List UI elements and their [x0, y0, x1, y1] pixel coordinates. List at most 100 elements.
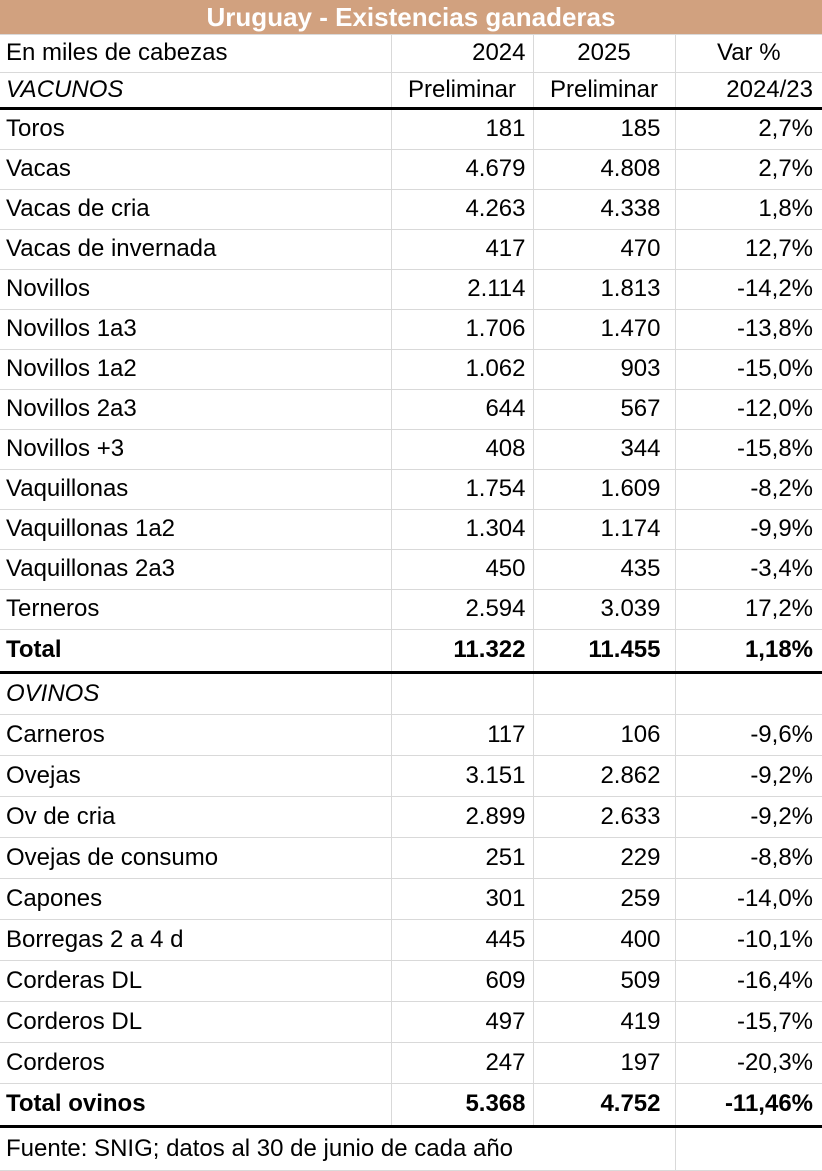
value-2024-cell: 450 [390, 549, 533, 590]
row-label-cell: Novillos 2a3 [0, 389, 391, 430]
row-label-cell: Total ovinos [0, 1083, 391, 1128]
value-2024-cell: 2.899 [390, 796, 533, 838]
report-title: Uruguay - Existencias ganaderas [0, 0, 822, 35]
var-cell: -20,3% [674, 1042, 822, 1084]
table-row: Novillos 1a2 1.062 903 -15,0% [0, 349, 822, 390]
value-2025-cell: 11.455 [532, 629, 675, 674]
section-ovinos-label: OVINOS [0, 672, 391, 715]
value-2024-cell: 1.062 [390, 349, 533, 390]
table-row: Novillos 1a3 1.706 1.470 -13,8% [0, 309, 822, 350]
table-row: Novillos 2.114 1.813 -14,2% [0, 269, 822, 310]
value-2024-cell: 609 [390, 960, 533, 1002]
value-2025-cell: 509 [532, 960, 675, 1002]
row-label-cell: Corderos DL [0, 1001, 391, 1043]
empty-cell [532, 672, 675, 715]
value-2025-cell: 259 [532, 878, 675, 920]
value-2025-cell: 435 [532, 549, 675, 590]
value-2025-cell: 419 [532, 1001, 675, 1043]
var-cell: 1,18% [674, 629, 822, 674]
value-2025-cell: 1.813 [532, 269, 675, 310]
var-cell: -14,0% [674, 878, 822, 920]
table-row: Ovejas de consumo 251 229 -8,8% [0, 837, 822, 879]
row-label-cell: Carneros [0, 714, 391, 756]
value-2024-cell: 2.594 [390, 589, 533, 630]
value-2024-cell: 417 [390, 229, 533, 270]
var-header: Var % [674, 34, 822, 73]
row-label-cell: Corderos [0, 1042, 391, 1084]
value-2024-cell: 445 [390, 919, 533, 961]
row-label-cell: Novillos 1a3 [0, 309, 391, 350]
value-2024-cell: 301 [390, 878, 533, 920]
vacunos-section-header-row: VACUNOS Preliminar Preliminar 2024/23 [0, 72, 822, 110]
year-2024-header: 2024 [390, 34, 533, 73]
table-row: Vaquillonas 1.754 1.609 -8,2% [0, 469, 822, 510]
var-cell: 2,7% [674, 108, 822, 150]
row-label-cell: Ov de cria [0, 796, 391, 838]
var-cell: -8,2% [674, 469, 822, 510]
value-2024-cell: 3.151 [390, 755, 533, 797]
row-label-cell: Vaquillonas [0, 469, 391, 510]
empty-cell [390, 672, 533, 715]
table-row: Capones 301 259 -14,0% [0, 878, 822, 920]
table-row: Vacas 4.679 4.808 2,7% [0, 149, 822, 190]
var-period-cell: 2024/23 [674, 72, 822, 110]
year-2025-header: 2025 [532, 34, 675, 73]
title-row: Uruguay - Existencias ganaderas [0, 0, 822, 35]
value-2025-cell: 197 [532, 1042, 675, 1084]
value-2025-cell: 2.633 [532, 796, 675, 838]
table-row: Vaquillonas 2a3 450 435 -3,4% [0, 549, 822, 590]
table-row: Ov de cria 2.899 2.633 -9,2% [0, 796, 822, 838]
ovinos-body: Carneros 117 106 -9,6% Ovejas 3.151 2.862 -9,2%… [0, 714, 822, 1128]
row-label-cell: Capones [0, 878, 391, 920]
row-label-cell: Vaquillonas 2a3 [0, 549, 391, 590]
row-label-cell: Vacas de cria [0, 189, 391, 230]
value-2024-cell: 117 [390, 714, 533, 756]
row-label-cell: Borregas 2 a 4 d [0, 919, 391, 961]
value-2025-cell: 1.470 [532, 309, 675, 350]
var-cell: -15,0% [674, 349, 822, 390]
ovinos-section-row: OVINOS [0, 672, 822, 715]
preliminar-2025-cell: Preliminar [532, 72, 675, 110]
value-2025-cell: 344 [532, 429, 675, 470]
table-row: Vacas de invernada 417 470 12,7% [0, 229, 822, 270]
value-2024-cell: 11.322 [390, 629, 533, 674]
table-row: Corderos 247 197 -20,3% [0, 1042, 822, 1084]
var-cell: -9,9% [674, 509, 822, 550]
value-2025-cell: 4.808 [532, 149, 675, 190]
unit-label-cell: En miles de cabezas [0, 34, 391, 73]
value-2024-cell: 247 [390, 1042, 533, 1084]
value-2024-cell: 181 [390, 108, 533, 150]
var-cell: 1,8% [674, 189, 822, 230]
row-label-cell: Total [0, 629, 391, 674]
value-2025-cell: 106 [532, 714, 675, 756]
var-cell: -9,2% [674, 755, 822, 797]
table-row: Corderos DL 497 419 -15,7% [0, 1001, 822, 1043]
var-cell: -13,8% [674, 309, 822, 350]
table-row: Novillos +3 408 344 -15,8% [0, 429, 822, 470]
value-2025-cell: 400 [532, 919, 675, 961]
table-row: Ovejas 3.151 2.862 -9,2% [0, 755, 822, 797]
source-row: Fuente: SNIG; datos al 30 de junio de ca… [0, 1126, 822, 1171]
value-2024-cell: 497 [390, 1001, 533, 1043]
value-2025-cell: 229 [532, 837, 675, 879]
value-2024-cell: 5.368 [390, 1083, 533, 1128]
empty-cell [674, 672, 822, 715]
row-label-cell: Vaquillonas 1a2 [0, 509, 391, 550]
empty-cell [674, 1126, 822, 1171]
vacunos-body: Toros 181 185 2,7% Vacas 4.679 4.808 2,7% Vacas … [0, 108, 822, 674]
table-row: Vacas de cria 4.263 4.338 1,8% [0, 189, 822, 230]
row-label-cell: Novillos [0, 269, 391, 310]
value-2024-cell: 251 [390, 837, 533, 879]
value-2025-cell: 1.609 [532, 469, 675, 510]
table-row: Borregas 2 a 4 d 445 400 -10,1% [0, 919, 822, 961]
value-2024-cell: 1.706 [390, 309, 533, 350]
source-note: Fuente: SNIG; datos al 30 de junio de ca… [0, 1126, 675, 1171]
row-label-cell: Toros [0, 108, 391, 150]
preliminar-2024-cell: Preliminar [390, 72, 533, 110]
table-row: Vaquillonas 1a2 1.304 1.174 -9,9% [0, 509, 822, 550]
row-label-cell: Terneros [0, 589, 391, 630]
value-2025-cell: 3.039 [532, 589, 675, 630]
section-vacunos-label: VACUNOS [0, 72, 391, 110]
ovinos-total-row: Total ovinos 5.368 4.752 -11,46% [0, 1083, 822, 1128]
table-row: Corderas DL 609 509 -16,4% [0, 960, 822, 1002]
